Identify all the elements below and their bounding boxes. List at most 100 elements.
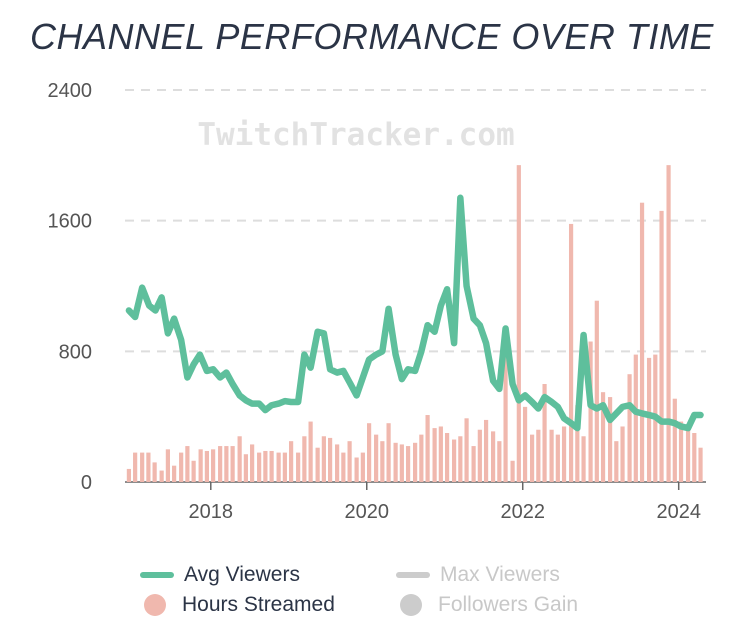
hours-bar[interactable] [639, 202, 645, 482]
hours-bar[interactable] [263, 450, 268, 482]
hours-bar[interactable] [477, 429, 482, 482]
hours-bar[interactable] [568, 223, 574, 482]
hours-bar[interactable] [354, 457, 359, 483]
hours-bar[interactable] [633, 354, 638, 482]
hours-bar[interactable] [516, 165, 521, 482]
avg-viewers-path[interactable] [125, 194, 704, 432]
hours-bar[interactable] [607, 397, 613, 482]
hours-bar[interactable] [561, 426, 567, 482]
x-tick-label: 2018 [189, 501, 234, 523]
hours-bar[interactable] [536, 429, 541, 482]
hours-bar[interactable] [594, 300, 599, 482]
hours-bar[interactable] [542, 384, 547, 482]
hours-bar[interactable] [678, 421, 684, 482]
hours-bar[interactable] [152, 462, 157, 482]
hours-bar[interactable] [218, 446, 223, 482]
hours-bar[interactable] [347, 441, 352, 482]
hours-bar[interactable] [698, 447, 703, 482]
hours-bar[interactable] [549, 429, 554, 482]
hours-bar[interactable] [614, 441, 619, 482]
hours-bar[interactable] [335, 444, 340, 482]
hours-bar[interactable] [458, 436, 463, 482]
hours-bar[interactable] [393, 442, 398, 482]
hours-bar[interactable] [289, 441, 294, 482]
legend-hours-streamed[interactable]: Hours Streamed [136, 590, 335, 620]
hours-bar[interactable] [198, 449, 203, 482]
hours-bar[interactable] [386, 423, 391, 482]
hours-bar[interactable] [510, 460, 515, 482]
hours-bar[interactable] [497, 441, 502, 482]
y-tick-label: 800 [59, 341, 92, 363]
hours-bar[interactable] [380, 441, 385, 482]
hours-bar[interactable] [452, 439, 457, 482]
hours-bar[interactable] [374, 434, 379, 482]
y-tick-label: 2400 [48, 80, 93, 102]
legend-max-viewers[interactable]: Max Viewers [396, 560, 560, 590]
hours-bar[interactable] [257, 452, 262, 482]
hours-bar[interactable] [646, 357, 652, 482]
hours-bar[interactable] [230, 446, 235, 482]
hours-bar[interactable] [360, 452, 365, 482]
legend-label: Max Viewers [440, 563, 560, 586]
hours-bar[interactable] [529, 434, 535, 482]
hours-bar[interactable] [315, 447, 320, 482]
hours-bar[interactable] [367, 423, 372, 482]
hours-bar[interactable] [432, 428, 437, 482]
hours-bar[interactable] [666, 165, 671, 482]
hours-bar[interactable] [140, 452, 145, 482]
hours-bar[interactable] [627, 374, 632, 482]
y-tick-label: 0 [81, 472, 92, 494]
hours-bar[interactable] [581, 436, 586, 482]
hours-bar[interactable] [159, 470, 164, 482]
hours-bar[interactable] [126, 468, 131, 482]
hours-bar[interactable] [296, 452, 301, 482]
hours-bar[interactable] [179, 452, 184, 482]
hours-bar[interactable] [341, 452, 346, 482]
hours-bar[interactable] [588, 341, 593, 482]
hours-bar[interactable] [692, 433, 697, 482]
hours-bar[interactable] [243, 454, 248, 482]
hours-bar[interactable] [575, 405, 580, 482]
hours-bar[interactable] [464, 418, 469, 482]
hours-bar[interactable] [302, 436, 307, 482]
hours-bar[interactable] [600, 392, 606, 482]
hours-bar[interactable] [620, 426, 625, 482]
hours-bar[interactable] [555, 434, 560, 482]
hours-bar[interactable] [685, 424, 691, 482]
hours-bar[interactable] [419, 434, 424, 482]
hours-bar[interactable] [328, 437, 333, 482]
hours-bar[interactable] [211, 449, 216, 482]
hours-bar[interactable] [425, 415, 430, 482]
hours-bar[interactable] [321, 436, 326, 482]
hours-bar[interactable] [444, 433, 450, 482]
hours-bar[interactable] [659, 210, 664, 482]
hours-bar[interactable] [282, 452, 287, 482]
hours-bar[interactable] [308, 421, 313, 482]
hours-bar[interactable] [172, 465, 177, 482]
hours-bar[interactable] [491, 431, 496, 482]
hours-bar[interactable] [405, 446, 411, 482]
hours-bar[interactable] [276, 452, 281, 482]
hours-bar[interactable] [269, 450, 274, 482]
legend-avg-viewers[interactable]: Avg Viewers [140, 560, 300, 590]
hours-bar[interactable] [522, 406, 528, 482]
avg-viewers-swatch [140, 572, 174, 578]
hours-bar[interactable] [250, 444, 255, 482]
hours-bar[interactable] [483, 419, 489, 482]
hours-bar[interactable] [165, 449, 170, 482]
hours-bar[interactable] [237, 436, 242, 482]
hours-bar[interactable] [185, 446, 190, 482]
hours-bar[interactable] [503, 344, 508, 482]
hours-bar[interactable] [399, 444, 404, 482]
hours-bar[interactable] [204, 450, 209, 482]
hours-bar[interactable] [471, 446, 476, 482]
hours-bar[interactable] [224, 446, 229, 482]
hours-bar[interactable] [146, 452, 151, 482]
hours-bar[interactable] [413, 442, 418, 482]
hours-bar[interactable] [438, 426, 443, 482]
hours-bar[interactable] [133, 452, 138, 482]
hours-bar[interactable] [191, 460, 196, 482]
hours-bar[interactable] [672, 398, 677, 482]
legend-followers-gain[interactable]: Followers Gain [392, 590, 578, 620]
